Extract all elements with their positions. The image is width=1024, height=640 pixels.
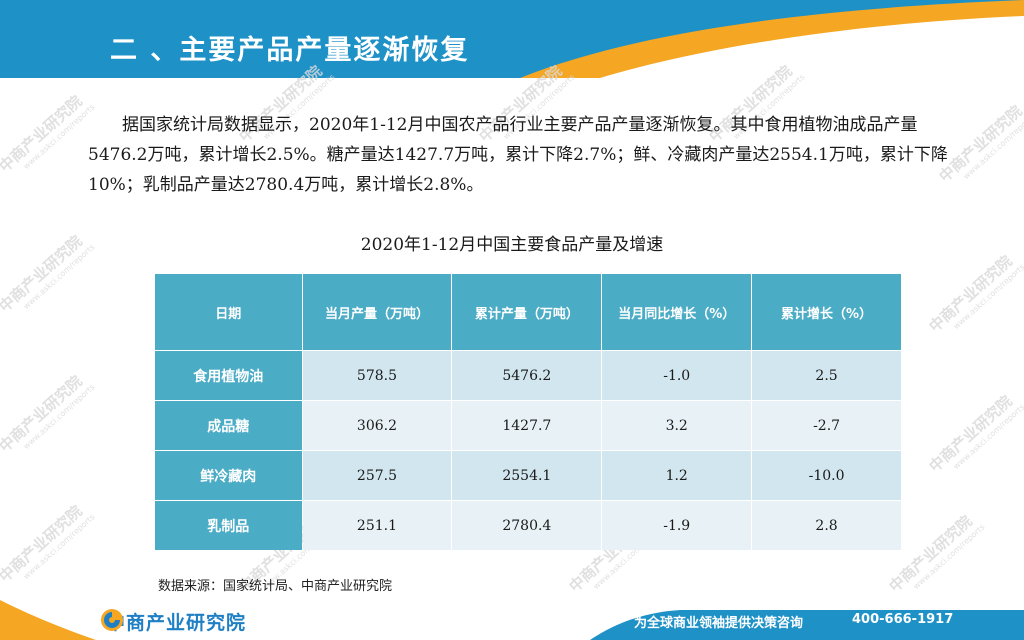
column-header-monthly-yoy: 当月同比增长（%） (602, 274, 752, 350)
column-header-monthly-output: 当月产量（万吨） (302, 274, 452, 350)
row-label: 乳制品 (155, 501, 302, 550)
column-header-cumulative-output: 累计产量（万吨） (452, 274, 602, 350)
page-title: 二 、主要产品产量逐渐恢复 (110, 35, 470, 66)
footer-slogan: 为全球商业领袖提供决策咨询 (634, 616, 804, 631)
footer-phone: 400-666-1917 (852, 612, 954, 627)
logo-text: 中商产业研究院 (106, 612, 247, 634)
watermark: 中商产业研究院 www.askci.com/reports (925, 392, 1024, 476)
cell-cumulative-output: 5476.2 (452, 351, 602, 400)
cell-monthly-output: 578.5 (302, 351, 452, 400)
column-header-date: 日期 (155, 274, 302, 350)
cell-cumulative-output: 2554.1 (452, 451, 602, 500)
data-source: 数据来源：国家统计局、中商产业研究院 (158, 579, 393, 594)
cell-cumulative-growth: 2.8 (752, 501, 901, 550)
cell-monthly-yoy: -1.0 (602, 351, 752, 400)
column-header-cumulative-growth: 累计增长（%） (752, 274, 901, 350)
footer-background (0, 600, 1024, 640)
cell-cumulative-growth: -10.0 (752, 451, 901, 500)
table-row: 乳制品 251.1 2780.4 -1.9 2.8 (155, 501, 901, 550)
table-row: 鲜冷藏肉 257.5 2554.1 1.2 -10.0 (155, 451, 901, 500)
cell-monthly-output: 257.5 (302, 451, 452, 500)
cell-monthly-yoy: -1.9 (602, 501, 752, 550)
cell-cumulative-output: 1427.7 (452, 401, 602, 450)
table-row: 成品糖 306.2 1427.7 3.2 -2.7 (155, 401, 901, 450)
cell-monthly-yoy: 1.2 (602, 451, 752, 500)
cell-monthly-yoy: 3.2 (602, 401, 752, 450)
intro-paragraph: 据国家统计局数据显示，2020年1-12月中国农产品行业主要产品产量逐渐恢复。其… (88, 115, 948, 195)
cell-cumulative-growth: 2.5 (752, 351, 901, 400)
table-title: 2020年1-12月中国主要食品产量及增速 (360, 235, 664, 255)
company-logo: 中商产业研究院 (100, 608, 246, 635)
watermark: 中商产业研究院 www.askci.com/reports (0, 372, 97, 456)
cell-cumulative-output: 2780.4 (452, 501, 602, 550)
askci-logo-icon (101, 609, 123, 631)
cell-monthly-output: 306.2 (302, 401, 452, 450)
page-header: 二 、主要产品产量逐渐恢复 (0, 0, 1024, 78)
row-label: 鲜冷藏肉 (155, 451, 302, 500)
row-label: 成品糖 (155, 401, 302, 450)
cell-cumulative-growth: -2.7 (752, 401, 901, 450)
watermark: 中商产业研究院 www.askci.com/reports (0, 502, 97, 586)
food-production-table: 日期 当月产量（万吨） 累计产量（万吨） 当月同比增长（%） 累计增长（%） 食… (154, 273, 902, 551)
table-header-row: 日期 当月产量（万吨） 累计产量（万吨） 当月同比增长（%） 累计增长（%） (155, 274, 901, 350)
table-row: 食用植物油 578.5 5476.2 -1.0 2.5 (155, 351, 901, 400)
header-background (0, 0, 1024, 78)
watermark: 中商产业研究院 www.askci.com/reports (925, 252, 1024, 336)
row-label: 食用植物油 (155, 351, 302, 400)
page-footer: 中商产业研究院 为全球商业领袖提供决策咨询 400-666-1917 (0, 600, 1024, 640)
watermark: 中商产业研究院 www.askci.com/reports (0, 92, 97, 176)
cell-monthly-output: 251.1 (302, 501, 452, 550)
